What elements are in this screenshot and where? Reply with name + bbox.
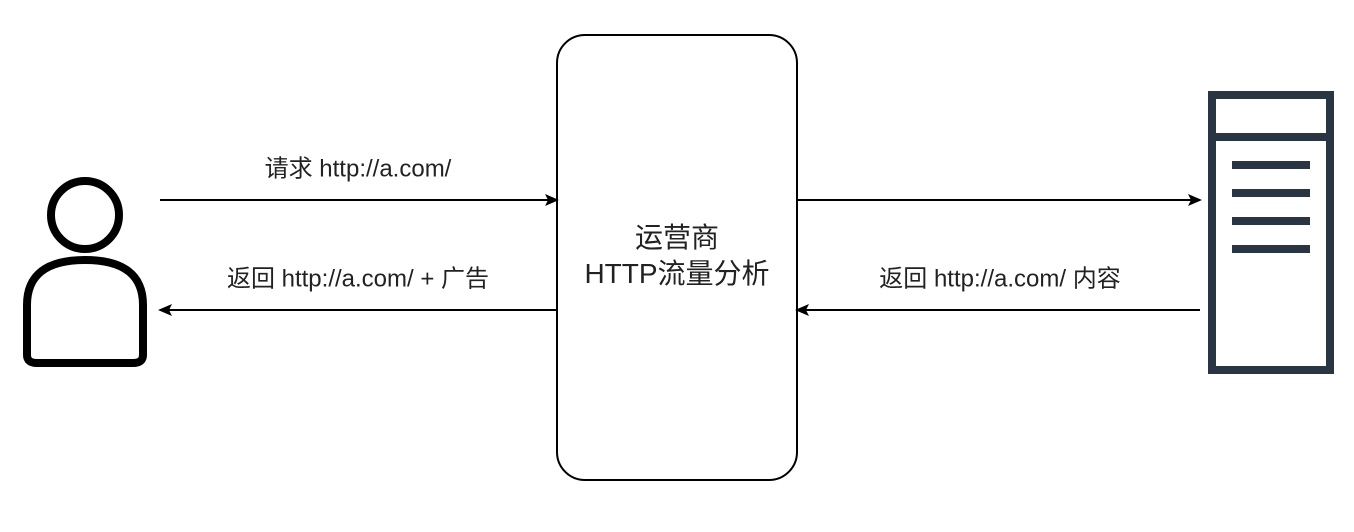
- edge-label-resp-isp-to-user: 返回 http://a.com/ + 广告: [227, 265, 489, 292]
- isp-label-line2: HTTP流量分析: [584, 258, 769, 289]
- server-icon: [1212, 95, 1330, 370]
- http-traffic-diagram: 运营商 HTTP流量分析 请求 http://a.com/返回 http://a…: [0, 0, 1354, 532]
- user-icon: [27, 181, 143, 363]
- edge-label-req-user-to-isp: 请求 http://a.com/: [265, 155, 452, 182]
- edge-label-resp-server-to-isp: 返回 http://a.com/ 内容: [879, 265, 1120, 292]
- isp-label-line1: 运营商: [635, 222, 719, 253]
- isp-box: 运营商 HTTP流量分析: [557, 35, 797, 480]
